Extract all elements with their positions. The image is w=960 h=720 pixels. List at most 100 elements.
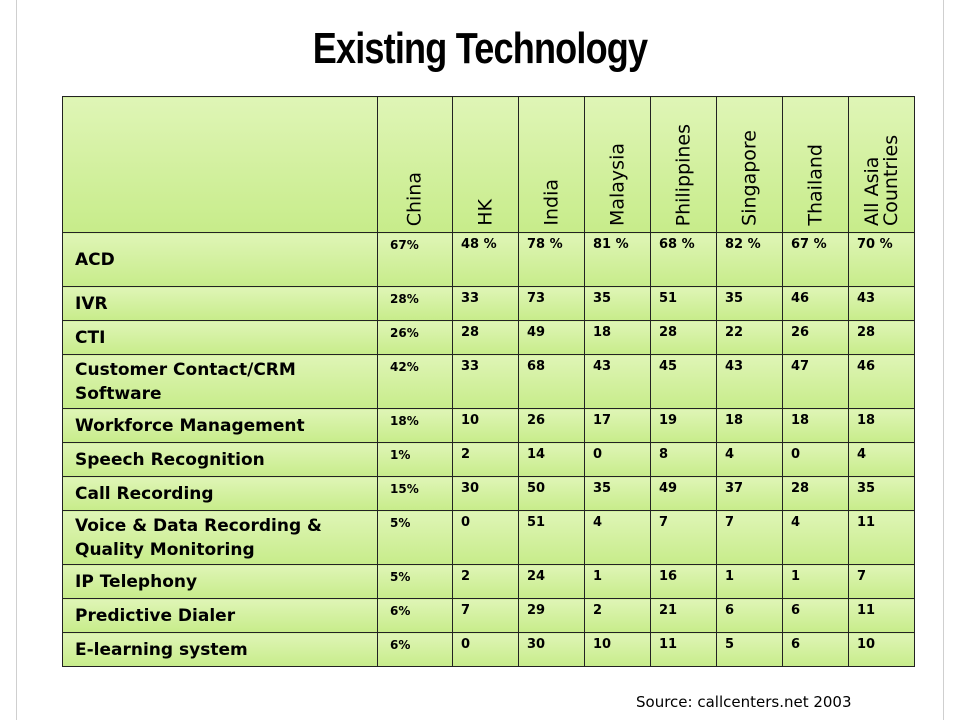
table-cell: 33 <box>452 354 519 409</box>
table-cell: 6 <box>782 632 849 667</box>
table-cell: 7 <box>650 510 717 565</box>
table-cell: 19 <box>650 408 717 443</box>
column-header: Malaysia <box>584 96 651 233</box>
table-cell: 4 <box>848 442 915 477</box>
table-cell: 1 <box>584 564 651 599</box>
table-cell: 0 <box>584 442 651 477</box>
table-cell: 5% <box>377 510 453 565</box>
row-label: IP Telephony <box>62 564 378 599</box>
table-cell: 0 <box>782 442 849 477</box>
technology-table: China HK India Malaysia Philippines Sing… <box>62 96 915 667</box>
table-cell: 28 <box>650 320 717 355</box>
table-cell: 51 <box>650 286 717 321</box>
table-cell: 68 <box>518 354 585 409</box>
table-cell: 8 <box>650 442 717 477</box>
table-cell: 28 <box>452 320 519 355</box>
table-cell: 47 <box>782 354 849 409</box>
table-cell: 35 <box>584 476 651 511</box>
page-title: Existing Technology <box>312 24 648 73</box>
table-cell: 6 <box>782 598 849 633</box>
row-label: E-learning system <box>62 632 378 667</box>
table-cell: 18 <box>848 408 915 443</box>
table-cell: 50 <box>518 476 585 511</box>
table-row: E-learning system 6% 0 30 10 11 5 6 10 <box>62 632 915 667</box>
table-cell: 35 <box>848 476 915 511</box>
table-cell: 6% <box>377 632 453 667</box>
table-cell: 0 <box>452 632 519 667</box>
table-cell: 0 <box>452 510 519 565</box>
column-header: Philippines <box>650 96 717 233</box>
table-cell: 2 <box>584 598 651 633</box>
table-cell: 46 <box>782 286 849 321</box>
table-cell: 42% <box>377 354 453 409</box>
table-cell: 10 <box>848 632 915 667</box>
table-cell: 1 <box>716 564 783 599</box>
table-cell: 6 <box>716 598 783 633</box>
table-cell: 4 <box>584 510 651 565</box>
table-cell: 7 <box>452 598 519 633</box>
table-row: Speech Recognition 1% 2 14 0 8 4 0 4 <box>62 442 915 477</box>
table-cell: 28% <box>377 286 453 321</box>
source-note: Source: callcenters.net 2003 <box>636 693 852 711</box>
table-cell: 82 % <box>716 232 783 287</box>
table-cell: 37 <box>716 476 783 511</box>
table-cell: 45 <box>650 354 717 409</box>
table-cell: 35 <box>716 286 783 321</box>
table-cell: 33 <box>452 286 519 321</box>
table-cell: 11 <box>848 510 915 565</box>
table-cell: 2 <box>452 564 519 599</box>
table-cell: 28 <box>848 320 915 355</box>
table-cell: 26% <box>377 320 453 355</box>
table-cell: 43 <box>716 354 783 409</box>
table-cell: 4 <box>716 442 783 477</box>
row-label: Customer Contact/CRM Software <box>62 354 378 409</box>
row-label: IVR <box>62 286 378 321</box>
row-label: Predictive Dialer <box>62 598 378 633</box>
table-cell: 30 <box>518 632 585 667</box>
table-cell: 43 <box>584 354 651 409</box>
table-cell: 49 <box>650 476 717 511</box>
table-cell: 81 % <box>584 232 651 287</box>
row-label: Workforce Management <box>62 408 378 443</box>
table-cell: 48 % <box>452 232 519 287</box>
table-cell: 46 <box>848 354 915 409</box>
table-cell: 18 <box>716 408 783 443</box>
slide-border-right <box>943 0 944 720</box>
table-cell: 4 <box>782 510 849 565</box>
row-label: Speech Recognition <box>62 442 378 477</box>
table-cell: 18 <box>584 320 651 355</box>
table-cell: 11 <box>848 598 915 633</box>
table-cell: 35 <box>584 286 651 321</box>
column-header: Singapore <box>716 96 783 233</box>
table-cell: 43 <box>848 286 915 321</box>
table-row: ACD 67% 48 % 78 % 81 % 68 % 82 % 67 % 70 % <box>62 232 915 287</box>
table-row: Call Recording 15% 30 50 35 49 37 28 35 <box>62 476 915 511</box>
table-row: Predictive Dialer 6% 7 29 2 21 6 6 11 <box>62 598 915 633</box>
table-cell: 22 <box>716 320 783 355</box>
slide-border-left <box>16 0 17 720</box>
table-cell: 15% <box>377 476 453 511</box>
table-cell: 5 <box>716 632 783 667</box>
table-cell: 10 <box>452 408 519 443</box>
table-cell: 10 <box>584 632 651 667</box>
table-cell: 7 <box>848 564 915 599</box>
table-cell: 24 <box>518 564 585 599</box>
table-cell: 49 <box>518 320 585 355</box>
table-cell: 7 <box>716 510 783 565</box>
table-cell: 1% <box>377 442 453 477</box>
row-label: ACD <box>62 232 378 287</box>
table-cell: 18% <box>377 408 453 443</box>
column-header: HK <box>452 96 519 233</box>
table-cell: 26 <box>782 320 849 355</box>
row-label: Call Recording <box>62 476 378 511</box>
table-cell: 5% <box>377 564 453 599</box>
table-cell: 14 <box>518 442 585 477</box>
table-cell: 6% <box>377 598 453 633</box>
table-cell: 21 <box>650 598 717 633</box>
table-row: Voice & Data Recording & Quality Monitor… <box>62 510 915 565</box>
table-cell: 11 <box>650 632 717 667</box>
table-row: Workforce Management 18% 10 26 17 19 18 18 18 <box>62 408 915 443</box>
table-cell: 73 <box>518 286 585 321</box>
row-label: CTI <box>62 320 378 355</box>
column-header: India <box>518 96 585 233</box>
